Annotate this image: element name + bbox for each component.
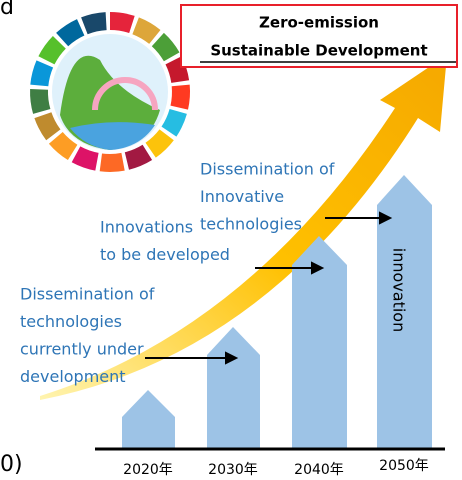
logo-segment <box>56 19 84 46</box>
logo-segment <box>30 60 53 86</box>
goal-text: Zero-emission <box>259 14 379 32</box>
annotation-line: Dissemination of <box>20 285 155 304</box>
logo-segment <box>100 153 125 172</box>
annotation-line: Innovations <box>100 218 193 237</box>
logo-segment <box>110 12 135 33</box>
logo-segment <box>132 17 160 44</box>
annotation-line: development <box>20 367 126 386</box>
year-label: 2020年 <box>123 462 173 478</box>
fragment: 0) <box>0 452 23 477</box>
fragment: d <box>0 0 14 20</box>
goal-text: Sustainable Development <box>210 42 427 60</box>
sdg-logo <box>30 12 190 172</box>
bar <box>207 327 260 450</box>
annotation-line: technologies <box>200 215 302 234</box>
annotation-line: to be developed <box>100 245 230 264</box>
year-label: 2040年 <box>294 462 344 478</box>
logo-segment <box>34 112 60 140</box>
logo-segment <box>30 89 50 114</box>
year-label: 2030年 <box>208 462 258 478</box>
annotation-line: Innovative <box>200 187 284 206</box>
logo-segment <box>171 85 191 110</box>
annotation-line: technologies <box>20 312 122 331</box>
logo-segment <box>72 146 99 170</box>
diagram: d 0) Zero-emission Sustainable Developme… <box>0 0 462 480</box>
year-label: 2050年 <box>379 458 429 474</box>
bar <box>122 390 175 450</box>
annotation-line: Dissemination of <box>200 160 335 179</box>
logo-segment <box>162 109 187 137</box>
logo-segment <box>81 12 107 34</box>
bar-label: innovation <box>390 248 409 332</box>
logo-segment <box>125 145 152 170</box>
annotation-line: currently under <box>20 340 144 359</box>
